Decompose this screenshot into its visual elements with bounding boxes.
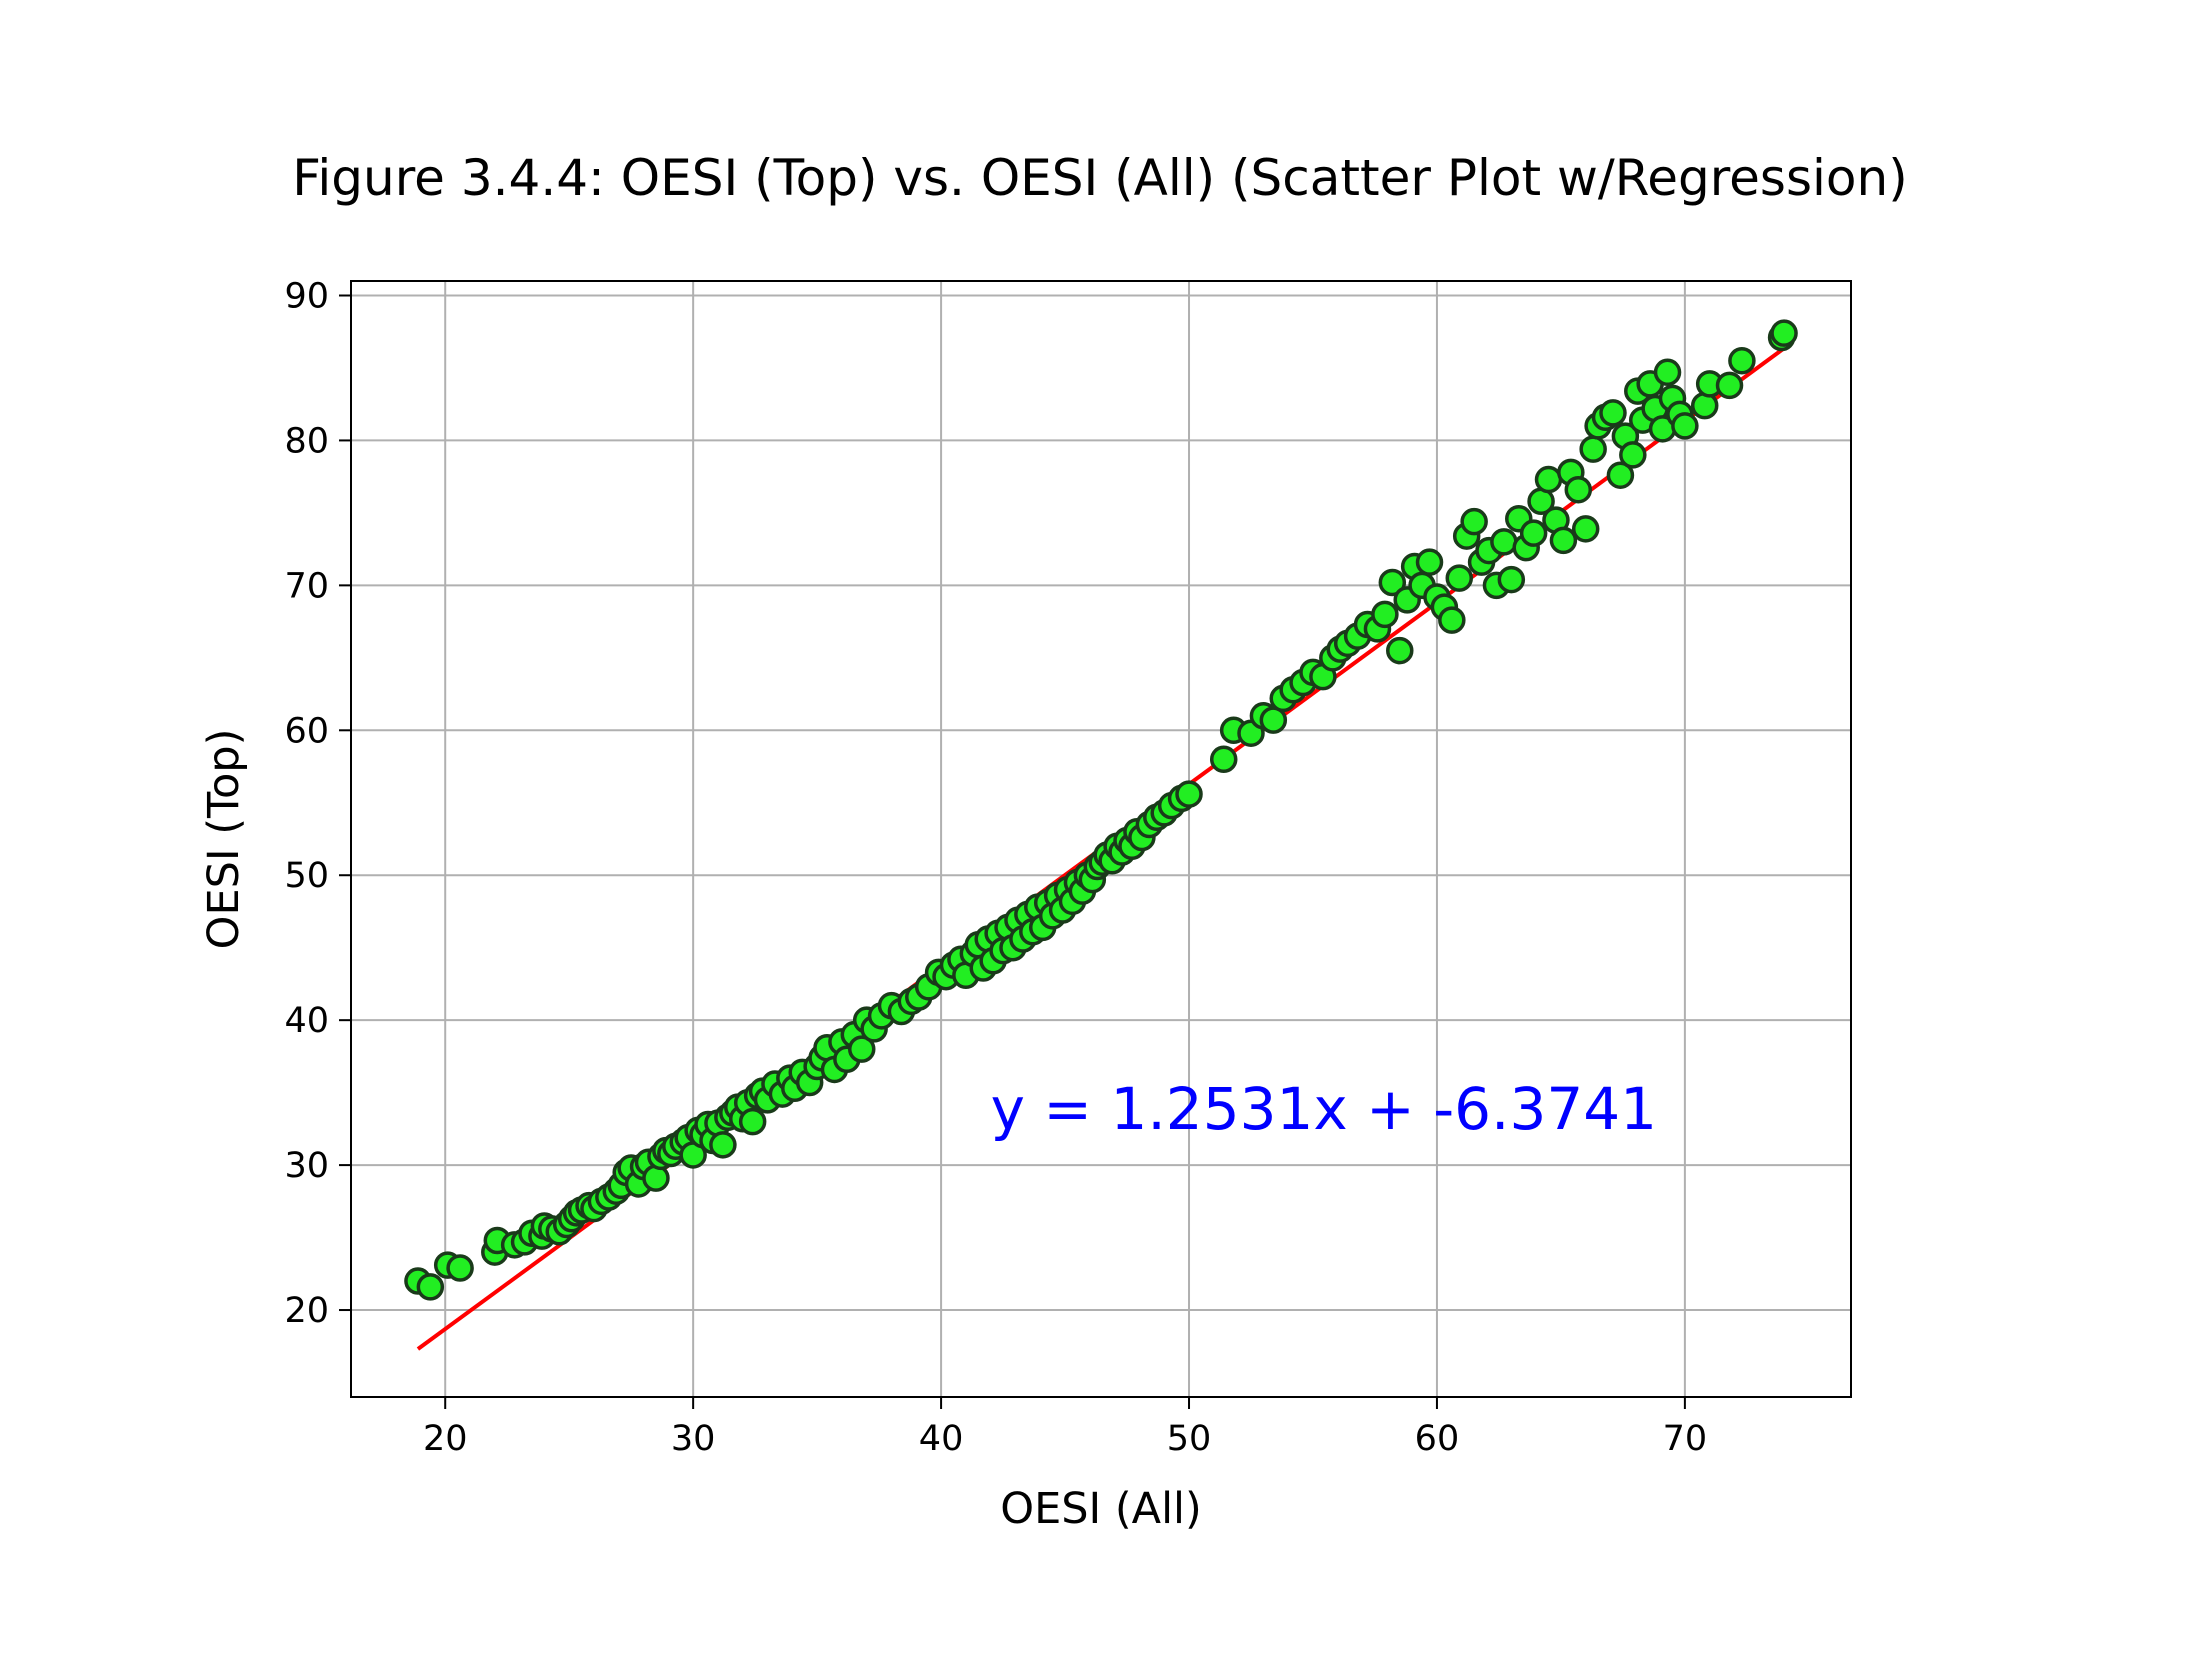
axis-ticks: 20 30 40 50 60 70 20 30 40 50 60 70 80 90 (284, 276, 1707, 1459)
x-tick-label: 60 (1415, 1419, 1460, 1459)
data-point (1619, 441, 1647, 469)
data-point (1690, 391, 1719, 420)
y-tick-label: 80 (284, 421, 329, 461)
y-tick-label: 20 (284, 1291, 329, 1331)
data-point (1497, 565, 1526, 594)
data-point (1415, 548, 1444, 576)
data-point (1438, 606, 1466, 634)
data-point (446, 1254, 474, 1282)
chart-title: Figure 3.4.4: OESI (Top) vs. OESI (All) … (292, 149, 1907, 207)
data-point (1445, 564, 1474, 592)
data-point (709, 1131, 737, 1159)
x-tick-label: 30 (671, 1419, 716, 1459)
y-tick-label: 40 (284, 1001, 329, 1041)
y-tick-label: 70 (284, 566, 329, 606)
data-point (1378, 568, 1407, 597)
data-point (1519, 519, 1548, 547)
data-point (1259, 706, 1288, 734)
y-axis-label: OESI (Top) (199, 729, 249, 950)
data-point (1175, 780, 1203, 808)
data-point (1490, 528, 1518, 556)
data-point (1209, 745, 1238, 774)
data-point (416, 1273, 445, 1301)
grid-lines (351, 281, 1851, 1397)
data-point (1728, 346, 1756, 375)
regression-equation: y = 1.2531x + -6.3741 (991, 1075, 1657, 1143)
data-point (1571, 515, 1600, 543)
data-point (1599, 399, 1627, 427)
y-tick-label: 60 (284, 711, 329, 751)
data-point (1460, 507, 1488, 536)
data-point (642, 1164, 670, 1192)
data-point (847, 1035, 876, 1063)
y-tick-label: 30 (284, 1146, 329, 1186)
data-point (1386, 636, 1414, 665)
data-point (1371, 600, 1399, 629)
data-point (1770, 319, 1798, 347)
y-tick-label: 90 (284, 276, 329, 316)
data-point (1715, 371, 1744, 400)
data-point (1653, 358, 1682, 387)
data-point (1534, 465, 1563, 494)
x-axis-label: OESI (All) (1000, 1484, 1202, 1534)
data-point (738, 1107, 767, 1136)
data-point (1564, 475, 1593, 504)
data-point (1606, 461, 1635, 489)
plot-frame (350, 280, 1852, 1398)
x-tick-label: 20 (423, 1419, 468, 1459)
data-points (404, 319, 1798, 1301)
data-point (1579, 435, 1607, 463)
x-tick-label: 40 (919, 1419, 964, 1459)
x-tick-label: 70 (1663, 1419, 1708, 1459)
y-tick-label: 50 (284, 856, 329, 896)
data-point (1671, 412, 1699, 440)
data-point (1549, 526, 1578, 555)
x-tick-label: 50 (1167, 1419, 1212, 1459)
